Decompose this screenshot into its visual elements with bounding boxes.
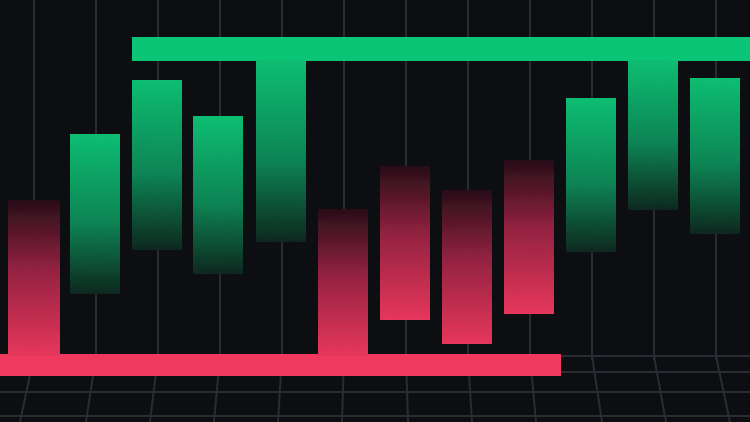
- candle-5: [256, 60, 306, 242]
- candle-12: [690, 78, 740, 234]
- candle-2: [70, 134, 120, 294]
- candle-10: [566, 98, 616, 252]
- candles: [8, 60, 740, 356]
- green-top-bar: [132, 37, 750, 61]
- candle-6: [318, 209, 368, 356]
- candle-11: [628, 60, 678, 210]
- candle-8: [442, 190, 492, 344]
- candle-3: [132, 80, 182, 250]
- red-bottom-bar: [0, 354, 561, 376]
- candle-7: [380, 166, 430, 320]
- candle-1: [8, 200, 60, 356]
- candle-4: [193, 116, 243, 274]
- candle-9: [504, 160, 554, 314]
